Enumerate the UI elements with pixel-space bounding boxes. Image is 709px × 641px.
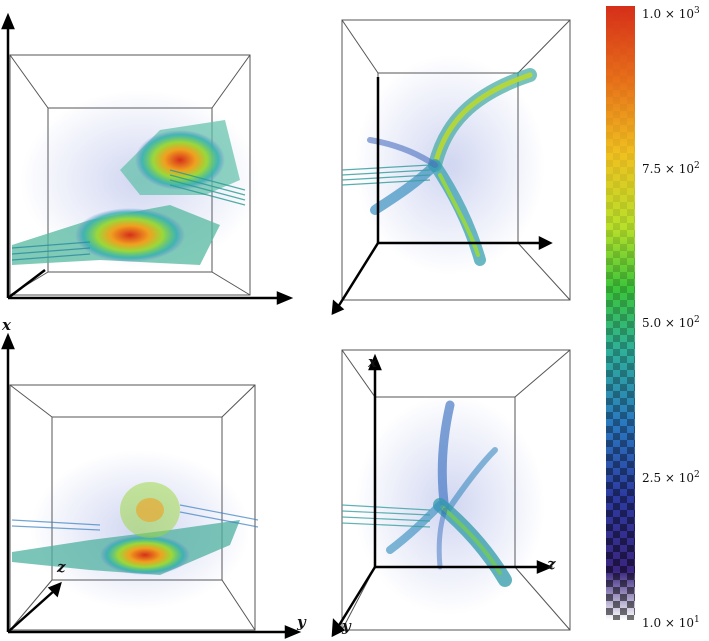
tick-exponent: 3 — [694, 6, 700, 16]
tick-mantissa: 7.5 × 10 — [642, 162, 695, 176]
colorbar-tick-5: 1.0 × 101 — [642, 615, 700, 630]
colorbar-tick-4: 2.5 × 102 — [642, 470, 700, 485]
streaks — [341, 504, 431, 528]
axis-label-y: y — [342, 617, 351, 635]
colorbar-tick-3: 5.0 × 102 — [642, 315, 700, 330]
colorbar-tick-1: 1.0 × 103 — [642, 6, 700, 21]
tick-mantissa: 2.5 × 10 — [642, 471, 695, 485]
colorbar-checker-overlay — [606, 6, 635, 620]
axes — [331, 353, 554, 638]
volume-render-bottom-left-svg — [1, 332, 302, 639]
volume-render-top-right — [330, 15, 580, 316]
volume-render-bottom-right: x y z — [330, 345, 580, 641]
volume-render-bottom-left: x y z — [0, 316, 310, 640]
streaks — [341, 164, 431, 186]
axis-label-y: y — [297, 613, 306, 631]
tick-exponent: 2 — [694, 161, 700, 171]
central-sheet — [11, 482, 259, 575]
axis-label-x: x — [2, 316, 11, 334]
volume-render-top-right-svg — [331, 19, 571, 316]
axis-label-x: x — [368, 353, 377, 371]
axes — [1, 12, 294, 305]
axis-label-z: z — [547, 555, 556, 573]
colorbar-svg — [606, 6, 635, 620]
volume-render-bottom-right-svg — [331, 349, 571, 638]
tick-exponent: 1 — [694, 615, 700, 625]
tick-exponent: 2 — [694, 470, 700, 480]
volume-render-top-left-svg — [1, 12, 294, 305]
axes — [1, 332, 302, 639]
axis-label-z: z — [57, 558, 66, 576]
axes — [331, 77, 553, 316]
upper-sheet — [120, 120, 246, 206]
volume-render-top-left — [0, 12, 300, 310]
tick-mantissa: 1.0 × 10 — [642, 7, 695, 21]
colorbar-tick-2: 7.5 × 102 — [642, 161, 700, 176]
tick-mantissa: 1.0 × 10 — [642, 616, 695, 630]
colorbar — [606, 6, 635, 620]
lower-sheet — [11, 205, 220, 265]
tick-mantissa: 5.0 × 10 — [642, 316, 695, 330]
tick-exponent: 2 — [694, 315, 700, 325]
